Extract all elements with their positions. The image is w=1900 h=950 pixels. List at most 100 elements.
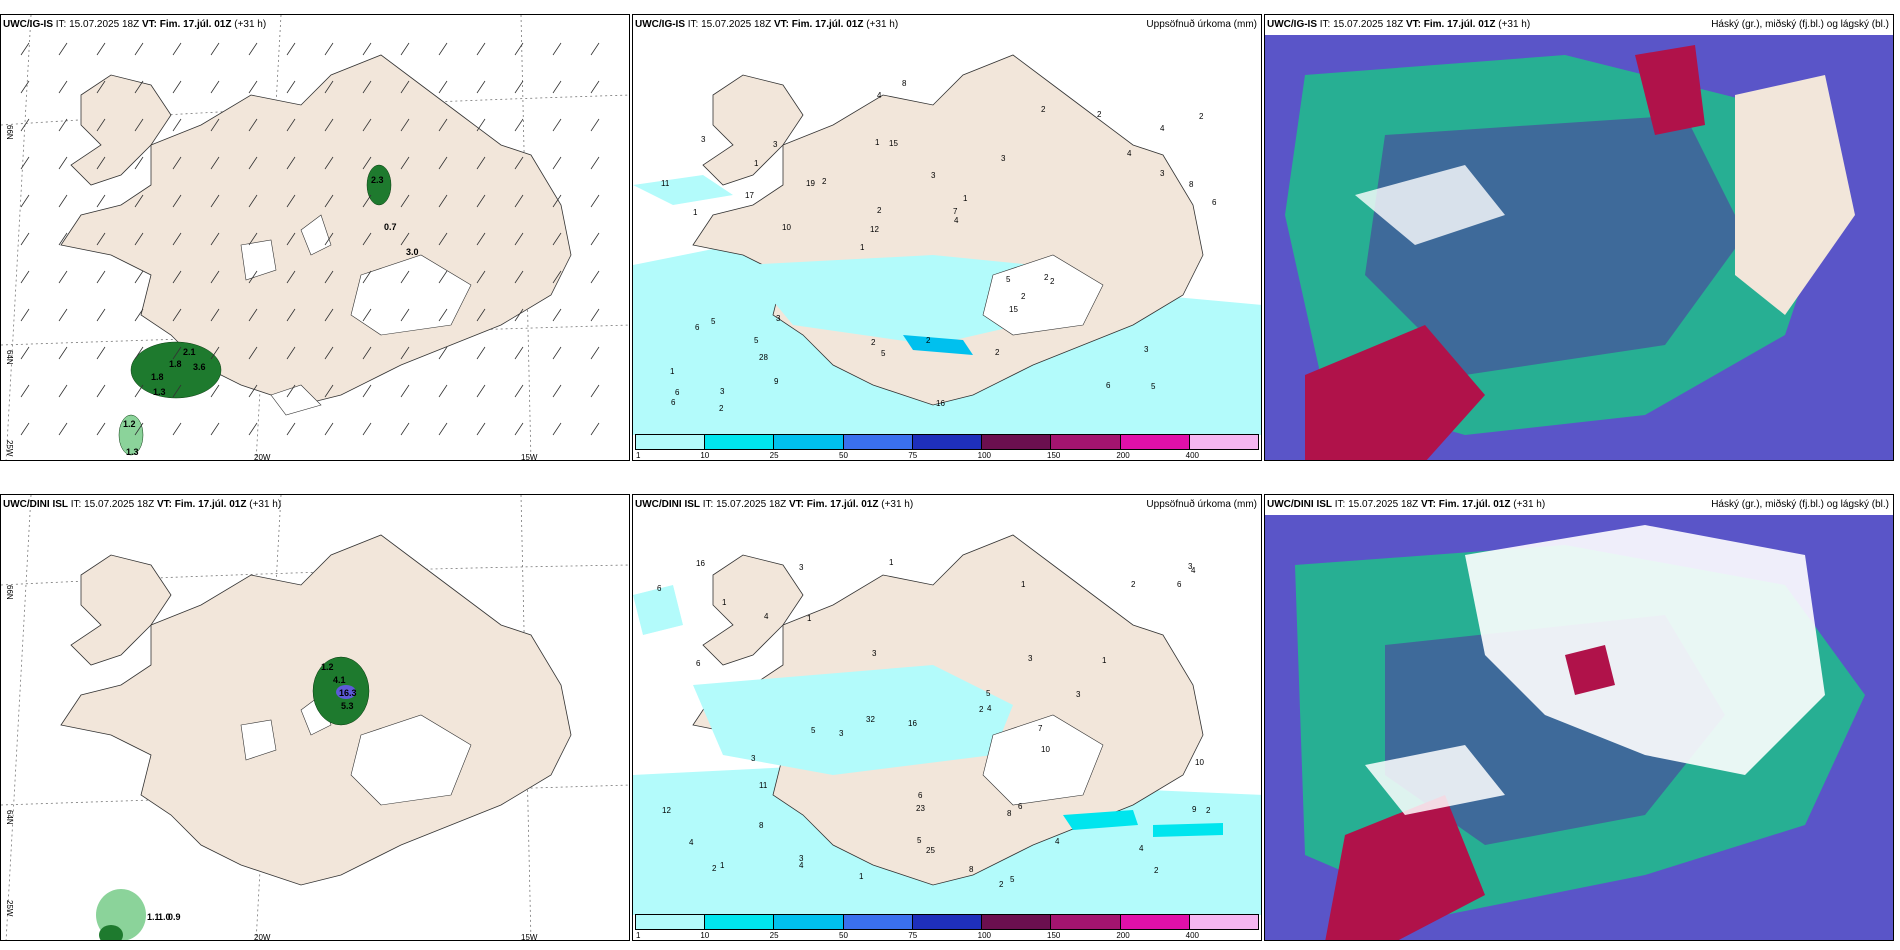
wind-barb (476, 42, 486, 56)
precip-value-label: 9 (774, 377, 779, 386)
wind-barb (286, 232, 296, 246)
colorbar-tick-label: 25 (769, 451, 779, 460)
precip-value-label: 15 (889, 139, 898, 148)
wind-barb (362, 270, 372, 284)
wind-barb (210, 42, 220, 56)
wind-barb (20, 270, 30, 284)
wind-barb (324, 80, 334, 94)
precip-value-label: 2 (995, 348, 1000, 357)
wind-map: 2.3 0.7 3.0 1.8 1.8 2.1 3.6 1.3 1.2 1.3 … (1, 15, 629, 461)
precip-value-label: 2 (1097, 110, 1102, 119)
wind-barb (248, 346, 258, 360)
wind-barb (96, 194, 106, 208)
precip-map: 5141331352128151234653122232363216191715… (633, 54, 1261, 435)
wind-barb (96, 270, 106, 284)
panel-wind-bottom: UWC/DINI ISL IT: 15.07.2025 18Z VT: Fim.… (0, 494, 630, 941)
wind-barb (286, 194, 296, 208)
panel-clouds-top: UWC/IG-IS IT: 15.07.2025 18Z VT: Fim. 17… (1264, 14, 1894, 461)
wind-barb (58, 156, 68, 170)
wind-barb (248, 232, 258, 246)
wind-barb (514, 80, 524, 94)
wind-barb (248, 156, 258, 170)
precip-value-label: 3 (1144, 345, 1149, 354)
precip-value-label: 8 (759, 821, 764, 830)
precip-value-label: 1 (859, 872, 864, 881)
wind-barb (210, 346, 220, 360)
wind-value-label: 16.3 (339, 688, 357, 698)
wind-barb (20, 42, 30, 56)
colorbar-swatch (636, 435, 706, 449)
wind-barb (96, 118, 106, 132)
wind-barb (476, 232, 486, 246)
wind-barb (324, 308, 334, 322)
precip-value-label: 5 (1010, 875, 1015, 884)
panel-header: UWC/IG-IS IT: 15.07.2025 18Z VT: Fim. 17… (1267, 19, 1531, 30)
precip-value-label: 3 (1076, 690, 1081, 699)
wind-barb (210, 156, 220, 170)
precip-value-label: 12 (662, 806, 671, 815)
wind-barb (400, 42, 410, 56)
wind-barb (476, 270, 486, 284)
precip-value-label: 3 (799, 563, 804, 572)
precip-value-label: 2 (1041, 105, 1046, 114)
precip-value-label: 1 (1021, 580, 1026, 589)
precip-value-label: 9 (1192, 805, 1197, 814)
precip-value-label: 28 (759, 353, 768, 362)
precip-value-label: 12 (870, 225, 879, 234)
precip-value-label: 1 (754, 159, 759, 168)
colorbar-swatch (1120, 915, 1190, 929)
colorbar-swatch (705, 435, 775, 449)
precip-value-label: 4 (799, 861, 804, 870)
wind-barb (438, 422, 448, 436)
wind-value-label: 1.1 (147, 912, 160, 922)
precip-value-label: 1 (1102, 656, 1107, 665)
wind-barb (476, 118, 486, 132)
wind-value-label: 3.0 (406, 247, 419, 257)
panel-precip-top: UWC/IG-IS IT: 15.07.2025 18Z VT: Fim. 17… (632, 14, 1262, 461)
wind-barb (590, 194, 600, 208)
colorbar-tick-label: 1 (636, 931, 641, 940)
precip-value-label: 4 (877, 91, 882, 100)
panel-wind-top: UWC/IG-IS IT: 15.07.2025 18Z VT: Fim. 17… (0, 14, 630, 461)
precip-value-label: 1 (670, 367, 675, 376)
wind-barb (96, 156, 106, 170)
precip-value-label: 2 (871, 338, 876, 347)
wind-barb (58, 194, 68, 208)
precip-value-label: 23 (916, 804, 925, 813)
wind-barb (590, 42, 600, 56)
wind-barb (324, 232, 334, 246)
wind-barb (590, 270, 600, 284)
wind-value-label: 1.3 (153, 387, 166, 397)
svg-text:15W: 15W (521, 933, 538, 941)
colorbar-tick-label: 100 (977, 451, 992, 460)
precip-value-label: 8 (1189, 180, 1194, 189)
svg-text:20W: 20W (254, 453, 271, 461)
precip-value-label: 2 (926, 336, 931, 345)
wind-barb (324, 118, 334, 132)
precip-value-label: 8 (969, 865, 974, 874)
wind-barb (172, 194, 182, 208)
precip-value-label: 5 (1006, 275, 1011, 284)
wind-barb (552, 232, 562, 246)
svg-text:64N: 64N (5, 810, 14, 825)
wind-barb (362, 384, 372, 398)
wind-barb (20, 346, 30, 360)
wind-barb (58, 422, 68, 436)
precip-value-label: 1 (963, 194, 968, 203)
colorbar-swatch (705, 915, 775, 929)
colorbar-swatch (774, 915, 844, 929)
precip-value-label: 17 (745, 191, 754, 200)
precip-value-label: 6 (696, 659, 701, 668)
precip-value-label: 2 (1154, 866, 1159, 875)
colorbar-tick-label: 200 (1116, 451, 1130, 460)
wind-barb (552, 80, 562, 94)
precip-value-label: 6 (1018, 802, 1023, 811)
wind-barb (590, 384, 600, 398)
precip-value-label: 6 (1177, 580, 1182, 589)
wind-barb (58, 308, 68, 322)
precip-value-label: 3 (1188, 562, 1193, 571)
wind-barb (248, 422, 258, 436)
wind-barb (210, 118, 220, 132)
precip-value-label: 11 (661, 179, 670, 188)
precip-value-label: 2 (719, 404, 724, 413)
